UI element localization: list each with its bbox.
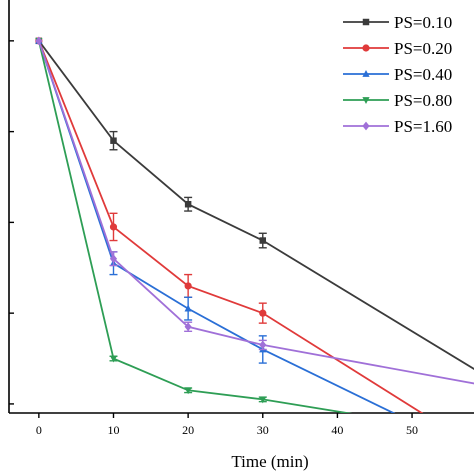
data-point-1-2 (184, 282, 192, 290)
legend-item-4: PS=1.60 (343, 117, 452, 136)
data-point-4-0 (35, 36, 43, 46)
legend-item-0: PS=0.10 (343, 13, 452, 32)
legend-label-2: PS=0.40 (394, 65, 452, 84)
legend-marker-3 (362, 97, 370, 104)
data-point-0-2 (184, 200, 192, 208)
x-tick-label-3: 30 (257, 423, 269, 437)
legend-marker-2 (362, 70, 370, 77)
series-0 (35, 37, 474, 371)
data-point-1-1 (109, 223, 118, 231)
data-point-1-3 (259, 309, 267, 317)
data-point-4-1 (109, 254, 118, 264)
data-point-2-2 (184, 304, 192, 312)
data-point-0-1 (110, 137, 117, 144)
legend-label-1: PS=0.20 (394, 39, 452, 58)
legend-label-0: PS=0.10 (394, 13, 452, 32)
data-point-3-2 (184, 387, 192, 395)
x-tick-label-2: 20 (182, 423, 194, 437)
legend-marker-0 (362, 18, 370, 26)
data-point-3-3 (259, 396, 267, 404)
data-point-3-1 (109, 355, 118, 363)
x-axis-title: Time (min) (231, 452, 308, 471)
legend-marker-4 (362, 121, 370, 131)
legend-item-1: PS=0.20 (343, 39, 452, 58)
data-point-4-2 (184, 322, 192, 332)
legend-item-2: PS=0.40 (343, 65, 452, 84)
legend-item-3: PS=0.80 (343, 91, 452, 110)
x-tick-label-5: 50 (406, 423, 418, 437)
data-point-4-3 (259, 340, 267, 350)
legend-label-4: PS=1.60 (394, 117, 452, 136)
x-tick-label-0: 0 (36, 423, 42, 437)
data-point-0-3 (259, 237, 267, 244)
x-tick-label-4: 40 (331, 423, 343, 437)
legend-label-3: PS=0.80 (394, 91, 452, 110)
legend-marker-1 (362, 44, 370, 52)
x-tick-label-1: 10 (107, 423, 119, 437)
series-4 (35, 36, 474, 385)
